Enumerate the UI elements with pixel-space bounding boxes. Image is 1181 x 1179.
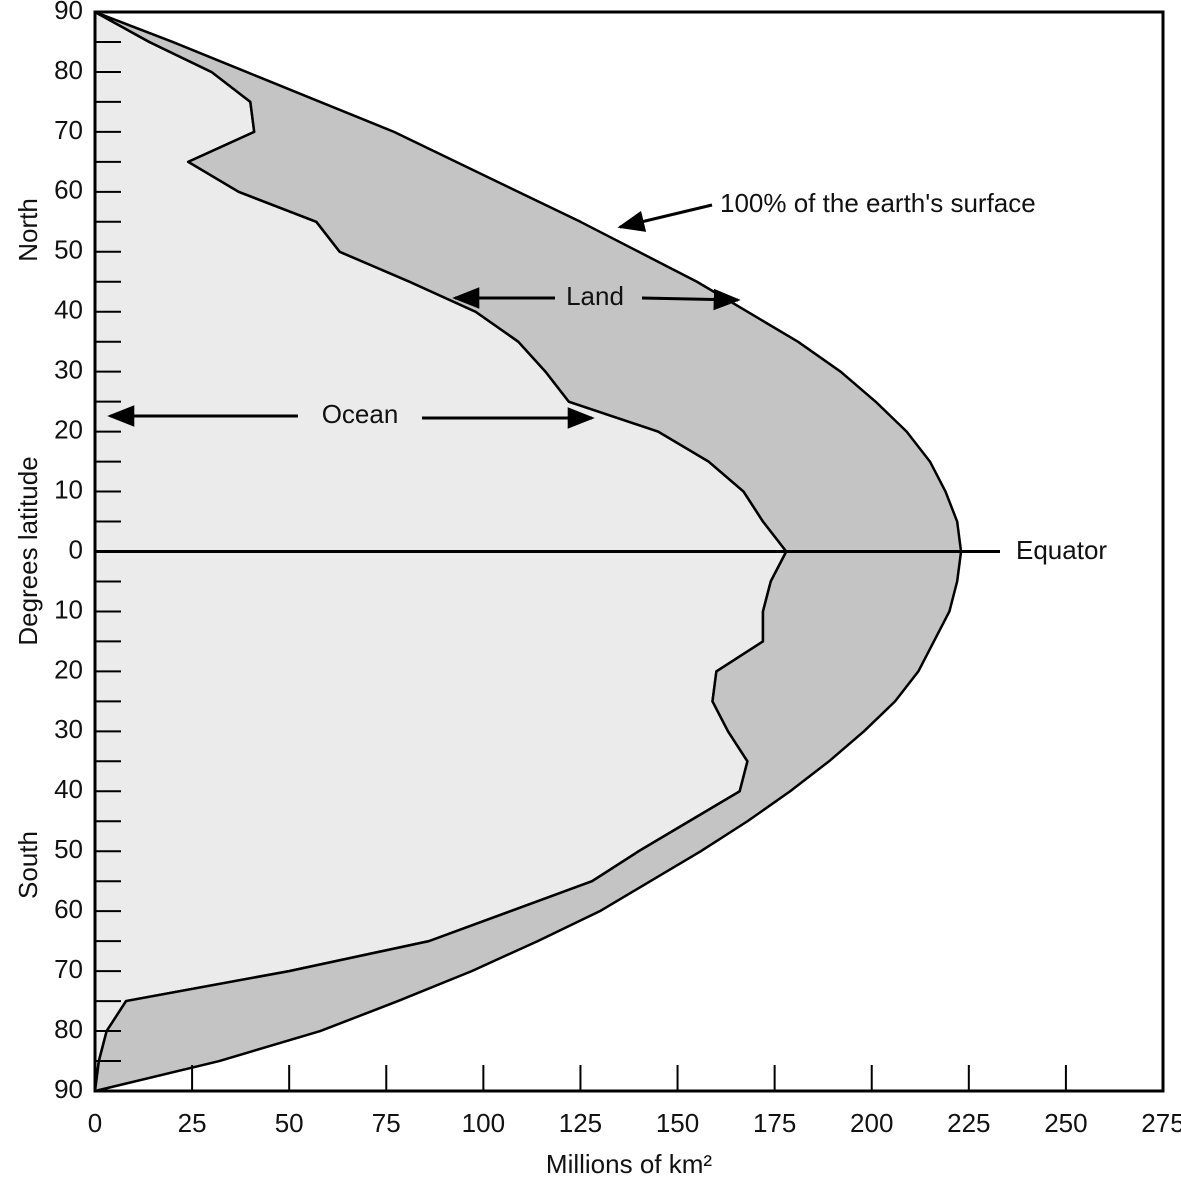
x-tick-label: 50 (275, 1108, 304, 1138)
y-tick-label: 10 (54, 474, 83, 504)
y-tick-label: 80 (54, 55, 83, 85)
y-tick-label: 60 (54, 894, 83, 924)
y-tick-label: 60 (54, 175, 83, 205)
y-tick-label: 80 (54, 1014, 83, 1044)
x-tick-label: 25 (178, 1108, 207, 1138)
x-tick-label: 100 (462, 1108, 505, 1138)
land-arrow (641, 288, 741, 311)
x-tick-label: 75 (372, 1108, 401, 1138)
y-tick-label: 10 (54, 594, 83, 624)
x-tick-label: 275 (1141, 1108, 1181, 1138)
x-tick-label: 250 (1044, 1108, 1087, 1138)
y-tick-label: 40 (54, 774, 83, 804)
y-tick-label: 40 (54, 295, 83, 325)
x-tick-label: 150 (656, 1108, 699, 1138)
y-tick-label: 70 (54, 115, 83, 145)
y-tick-label: 30 (54, 714, 83, 744)
y-tick-label: 20 (54, 414, 83, 444)
y-tick-label: 90 (54, 1074, 83, 1104)
x-axis-title: Millions of km² (546, 1149, 712, 1179)
y-tick-label: 30 (54, 355, 83, 385)
y-tick-label: 70 (54, 954, 83, 984)
y-axis-title: Degrees latitude (13, 456, 43, 645)
x-tick-label: 225 (947, 1108, 990, 1138)
x-tick-label: 175 (753, 1108, 796, 1138)
y-label-bottom: South (13, 831, 43, 899)
y-tick-label: 0 (69, 534, 83, 564)
series-label: Land (566, 281, 624, 311)
y-tick-label: 50 (54, 834, 83, 864)
series-label: Ocean (322, 399, 399, 429)
annotation: 100% of the earth's surface (720, 188, 1036, 218)
y-tick-label: 90 (54, 0, 83, 25)
x-tick-label: 125 (559, 1108, 602, 1138)
y-label-top: North (13, 198, 43, 262)
y-tick-label: 50 (54, 235, 83, 265)
annotation-arrow (617, 203, 713, 232)
x-tick-label: 200 (850, 1108, 893, 1138)
annotation: Equator (1016, 535, 1107, 565)
y-tick-label: 20 (54, 654, 83, 684)
x-tick-label: 0 (88, 1108, 102, 1138)
